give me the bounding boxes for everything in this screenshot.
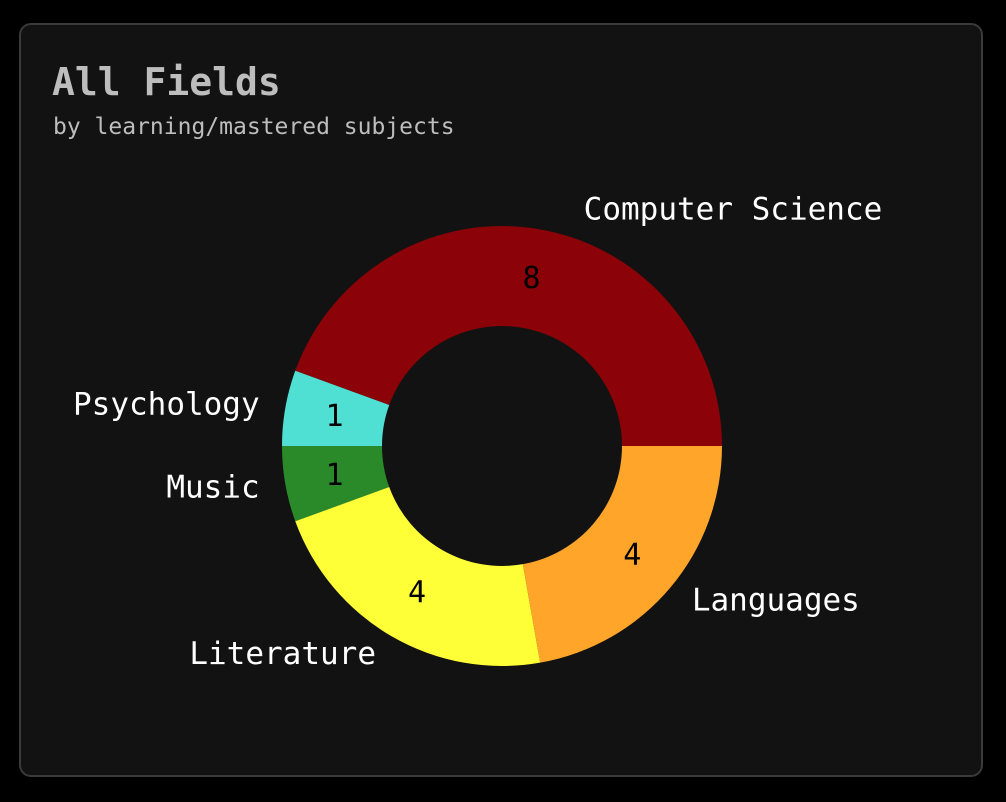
value-label-languages: 4 xyxy=(623,538,641,573)
value-label-music: 1 xyxy=(326,458,344,493)
slice-languages xyxy=(522,446,722,663)
slice-computer-science xyxy=(295,225,722,446)
slice-label-psychology: Psychology xyxy=(73,386,260,422)
slice-psychology xyxy=(282,370,390,446)
chart-subtitle: by learning/mastered subjects xyxy=(53,114,455,140)
slice-label-computer-science: Computer Science xyxy=(584,192,883,228)
chart-title: All Fields xyxy=(52,60,281,104)
slice-literature xyxy=(295,487,541,666)
value-label-computer-science: 8 xyxy=(522,261,540,296)
slice-music xyxy=(282,446,390,522)
value-label-psychology: 1 xyxy=(326,399,344,434)
value-label-literature: 4 xyxy=(408,576,426,611)
slice-label-literature: Literature xyxy=(189,636,376,672)
slice-label-music: Music xyxy=(166,470,259,506)
slice-label-languages: Languages xyxy=(692,582,860,618)
